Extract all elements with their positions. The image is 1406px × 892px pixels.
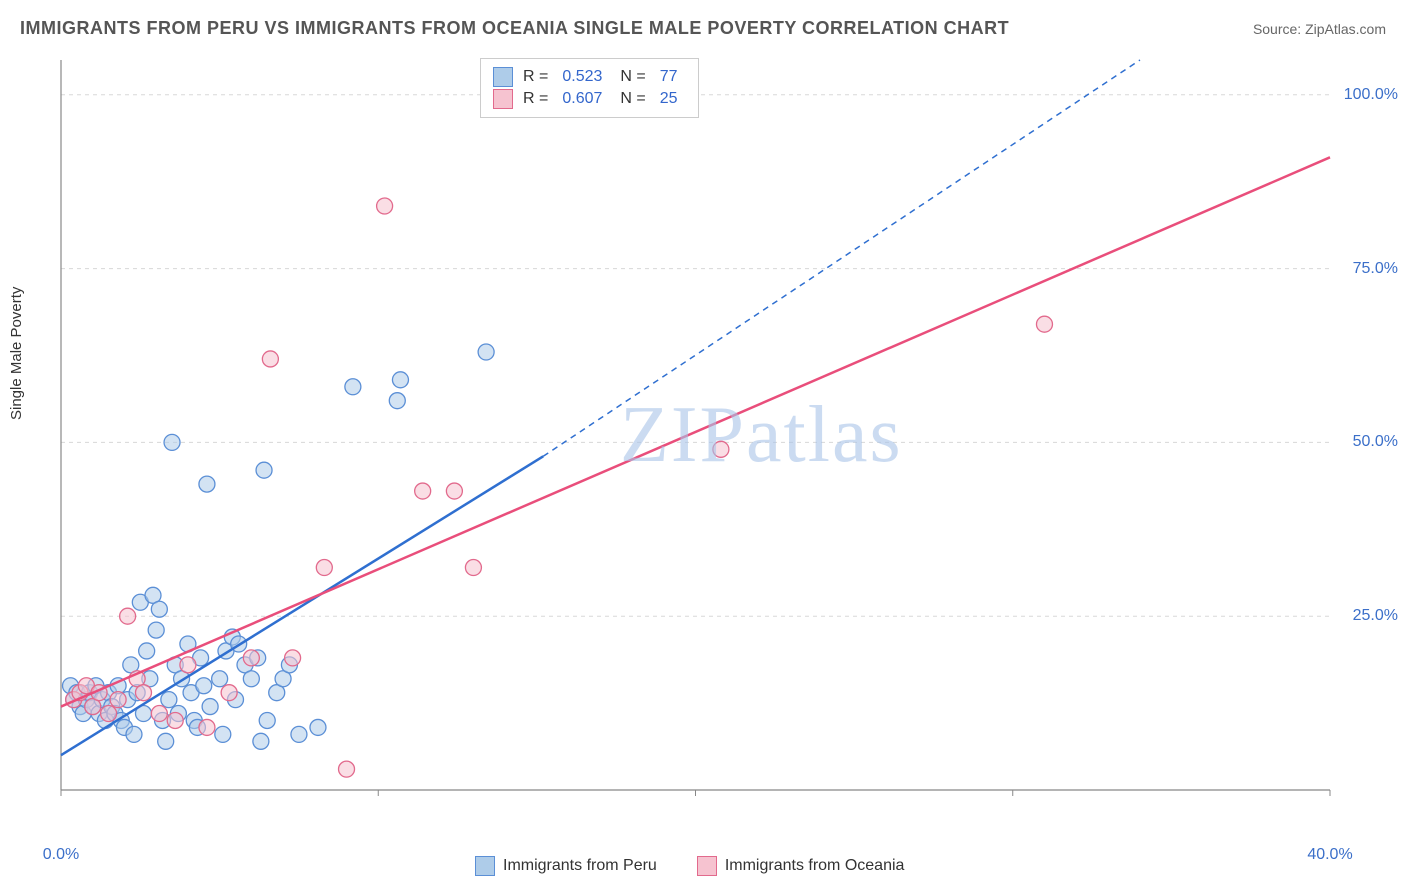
legend-item: Immigrants from Peru bbox=[475, 856, 657, 876]
x-tick-label: 40.0% bbox=[1307, 846, 1352, 864]
legend-swatch bbox=[493, 67, 513, 87]
plot-area bbox=[55, 50, 1385, 830]
stat-legend-row: R =0.607N =25 bbox=[493, 89, 686, 109]
source-label: Source: ZipAtlas.com bbox=[1253, 21, 1386, 37]
legend-label: Immigrants from Oceania bbox=[725, 857, 905, 875]
legend-item: Immigrants from Oceania bbox=[697, 856, 905, 876]
stat-legend: R =0.523N =77R =0.607N =25 bbox=[480, 58, 699, 118]
chart-title: IMMIGRANTS FROM PERU VS IMMIGRANTS FROM … bbox=[20, 18, 1009, 39]
y-tick-label: 25.0% bbox=[1353, 607, 1398, 625]
legend-label: Immigrants from Peru bbox=[503, 857, 657, 875]
y-tick-label: 75.0% bbox=[1353, 260, 1398, 278]
stat-legend-row: R =0.523N =77 bbox=[493, 67, 686, 87]
header: IMMIGRANTS FROM PERU VS IMMIGRANTS FROM … bbox=[20, 18, 1386, 39]
y-axis-label: Single Male Poverty bbox=[8, 287, 25, 420]
y-tick-label: 100.0% bbox=[1344, 86, 1398, 104]
bottom-legend: Immigrants from Peru Immigrants from Ocea… bbox=[475, 856, 904, 876]
scatter-chart bbox=[55, 50, 1385, 830]
legend-swatch bbox=[697, 856, 717, 876]
x-tick-label: 0.0% bbox=[43, 846, 79, 864]
legend-swatch bbox=[475, 856, 495, 876]
legend-swatch bbox=[493, 89, 513, 109]
y-tick-label: 50.0% bbox=[1353, 433, 1398, 451]
